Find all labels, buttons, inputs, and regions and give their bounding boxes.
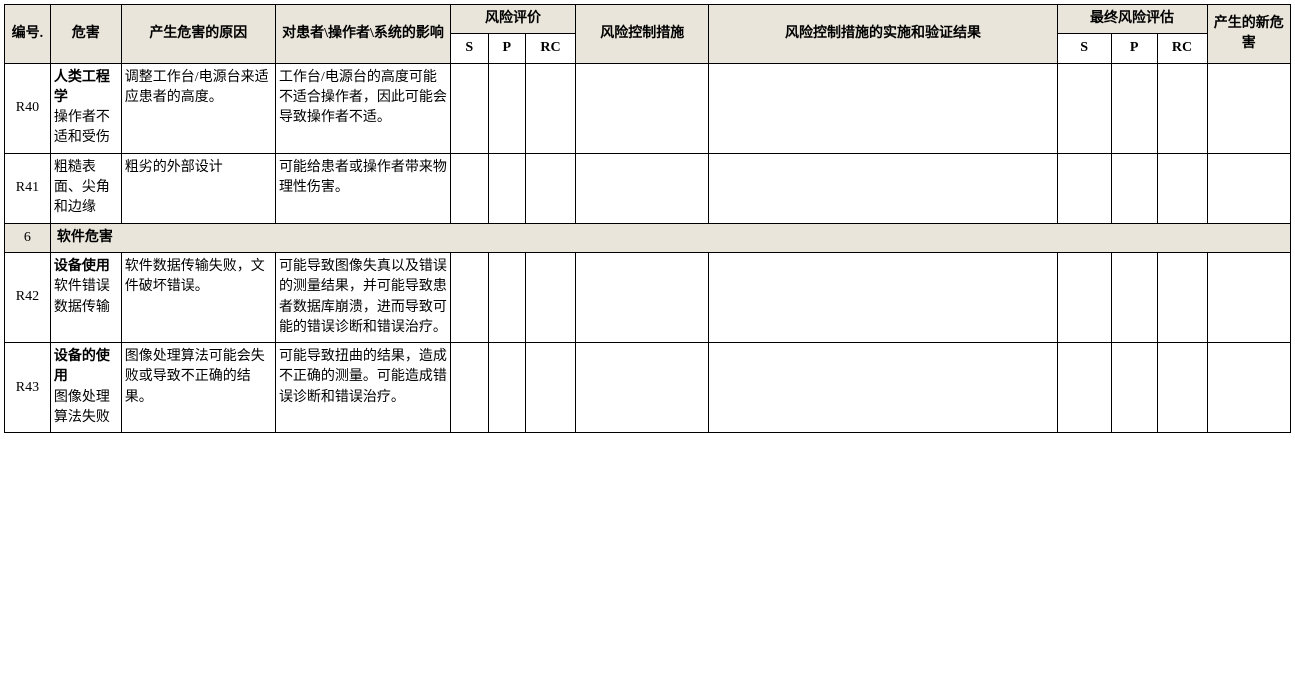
cell-rc2: [1157, 153, 1207, 223]
table-header: 编号. 危害 产生危害的原因 对患者\操作者\系统的影响 风险评价 风险控制措施…: [5, 5, 1291, 64]
cell-p2: [1111, 63, 1157, 153]
hazard-sub: 软件错误数据传输: [54, 279, 110, 314]
cell-p1: [488, 343, 526, 433]
col-s1: S: [451, 34, 489, 63]
cell-hazard: 设备的使用图像处理算法失败: [50, 343, 121, 433]
cell-id: R40: [5, 63, 51, 153]
col-id: 编号.: [5, 5, 51, 64]
cell-rc1: [526, 252, 576, 342]
hazard-sub: 操作者不适和受伤: [54, 110, 110, 145]
cell-id: R42: [5, 252, 51, 342]
cell-s1: [451, 343, 489, 433]
cell-control: [576, 63, 709, 153]
col-effect: 对患者\操作者\系统的影响: [275, 5, 450, 64]
cell-new_hazard: [1207, 343, 1290, 433]
cell-rc1: [526, 153, 576, 223]
cell-rc2: [1157, 252, 1207, 342]
cell-s2: [1057, 153, 1111, 223]
hazard-sub: 图像处理算法失败: [54, 390, 110, 425]
cell-cause: 调整工作台/电源台来适应患者的高度。: [121, 63, 275, 153]
cell-control: [576, 252, 709, 342]
cell-p1: [488, 63, 526, 153]
cell-effect: 工作台/电源台的高度可能不适合操作者，因此可能会导致操作者不适。: [275, 63, 450, 153]
cell-control: [576, 343, 709, 433]
col-p2: P: [1111, 34, 1157, 63]
cell-p1: [488, 153, 526, 223]
cell-s2: [1057, 252, 1111, 342]
hazard-title: 人类工程学: [54, 70, 110, 105]
cell-effect: 可能导致图像失真以及错误的测量结果，并可能导致患者数据库崩溃，进而导致可能的错误…: [275, 252, 450, 342]
hazard-title: 设备使用: [54, 259, 110, 274]
cell-cause: 图像处理算法可能会失败或导致不正确的结果。: [121, 343, 275, 433]
cell-p1: [488, 252, 526, 342]
cell-id: R43: [5, 343, 51, 433]
cell-implementation: [709, 153, 1057, 223]
cell-s1: [451, 252, 489, 342]
cell-effect: 可能导致扭曲的结果，造成不正确的测量。可能造成错误诊断和错误治疗。: [275, 343, 450, 433]
cell-hazard: 粗糙表面、尖角和边缘: [50, 153, 121, 223]
cell-s1: [451, 63, 489, 153]
cell-cause: 粗劣的外部设计: [121, 153, 275, 223]
cell-rc1: [526, 63, 576, 153]
cell-p2: [1111, 343, 1157, 433]
cell-p2: [1111, 252, 1157, 342]
cell-id: R41: [5, 153, 51, 223]
col-s2: S: [1057, 34, 1111, 63]
section-row: 6软件危害: [5, 223, 1291, 252]
cell-implementation: [709, 63, 1057, 153]
col-hazard: 危害: [50, 5, 121, 64]
col-rc2: RC: [1157, 34, 1207, 63]
col-rc1: RC: [526, 34, 576, 63]
table-row: R40人类工程学操作者不适和受伤调整工作台/电源台来适应患者的高度。工作台/电源…: [5, 63, 1291, 153]
col-new-hazard: 产生的新危害: [1207, 5, 1290, 64]
col-risk-eval: 风险评价: [451, 5, 576, 34]
cell-control: [576, 153, 709, 223]
cell-rc1: [526, 343, 576, 433]
table-row: R41粗糙表面、尖角和边缘粗劣的外部设计可能给患者或操作者带来物理性伤害。: [5, 153, 1291, 223]
cell-implementation: [709, 343, 1057, 433]
cell-new_hazard: [1207, 252, 1290, 342]
hazard-title: 设备的使用: [54, 349, 110, 384]
section-label: 软件危害: [50, 223, 1290, 252]
cell-implementation: [709, 252, 1057, 342]
col-p1: P: [488, 34, 526, 63]
cell-s1: [451, 153, 489, 223]
section-num: 6: [5, 223, 51, 252]
cell-rc2: [1157, 63, 1207, 153]
cell-effect: 可能给患者或操作者带来物理性伤害。: [275, 153, 450, 223]
col-control: 风险控制措施: [576, 5, 709, 64]
risk-table: 编号. 危害 产生危害的原因 对患者\操作者\系统的影响 风险评价 风险控制措施…: [4, 4, 1291, 433]
col-final-eval: 最终风险评估: [1057, 5, 1207, 34]
cell-cause: 软件数据传输失败，文件破坏错误。: [121, 252, 275, 342]
cell-s2: [1057, 343, 1111, 433]
table-row: R43设备的使用图像处理算法失败图像处理算法可能会失败或导致不正确的结果。可能导…: [5, 343, 1291, 433]
table-row: R42设备使用软件错误数据传输软件数据传输失败，文件破坏错误。可能导致图像失真以…: [5, 252, 1291, 342]
hazard-sub: 粗糙表面、尖角和边缘: [54, 160, 110, 216]
cell-s2: [1057, 63, 1111, 153]
cell-hazard: 人类工程学操作者不适和受伤: [50, 63, 121, 153]
cell-hazard: 设备使用软件错误数据传输: [50, 252, 121, 342]
cell-rc2: [1157, 343, 1207, 433]
col-cause: 产生危害的原因: [121, 5, 275, 64]
cell-new_hazard: [1207, 153, 1290, 223]
table-body: R40人类工程学操作者不适和受伤调整工作台/电源台来适应患者的高度。工作台/电源…: [5, 63, 1291, 433]
col-implementation: 风险控制措施的实施和验证结果: [709, 5, 1057, 64]
cell-new_hazard: [1207, 63, 1290, 153]
cell-p2: [1111, 153, 1157, 223]
